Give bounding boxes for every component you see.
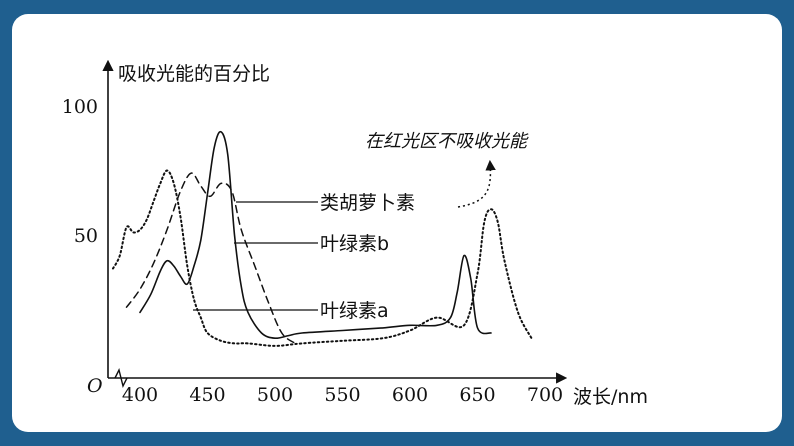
red-light-annotation: 在红光区不吸收光能 bbox=[365, 131, 529, 152]
series-line-chlorophyll-b bbox=[139, 130, 492, 340]
x-axis-label: 波长/nm bbox=[573, 386, 648, 408]
x-tick-label: 400 bbox=[122, 384, 158, 406]
series-line-chlorophyll-a bbox=[112, 169, 533, 347]
series-label-carotenoid: 类胡萝卜素 bbox=[320, 192, 415, 214]
x-tick-label: 650 bbox=[459, 384, 495, 406]
origin-label: O bbox=[87, 375, 103, 397]
x-tick-labels: 400 450 500 550 600 650 700 bbox=[122, 384, 563, 406]
series-line-carotenoid bbox=[125, 172, 297, 345]
x-tick-label: 600 bbox=[392, 384, 428, 406]
y-tick-labels: 100 50 bbox=[62, 96, 98, 247]
series-group bbox=[112, 130, 533, 347]
y-tick-label: 50 bbox=[74, 225, 98, 247]
y-tick-label: 100 bbox=[62, 96, 98, 118]
x-tick-label: 550 bbox=[324, 384, 360, 406]
series-label-chlorophyll-b: 叶绿素b bbox=[320, 233, 389, 255]
x-tick-label: 450 bbox=[189, 384, 225, 406]
y-axis-label: 吸收光能的百分比 bbox=[118, 63, 270, 85]
annotation-arrow bbox=[457, 159, 496, 208]
series-label-chlorophyll-a: 叶绿素a bbox=[320, 300, 389, 322]
slide-panel bbox=[12, 14, 782, 432]
x-tick-label: 700 bbox=[527, 384, 563, 406]
axis-break-mark bbox=[114, 367, 128, 389]
x-tick-label: 500 bbox=[257, 384, 293, 406]
